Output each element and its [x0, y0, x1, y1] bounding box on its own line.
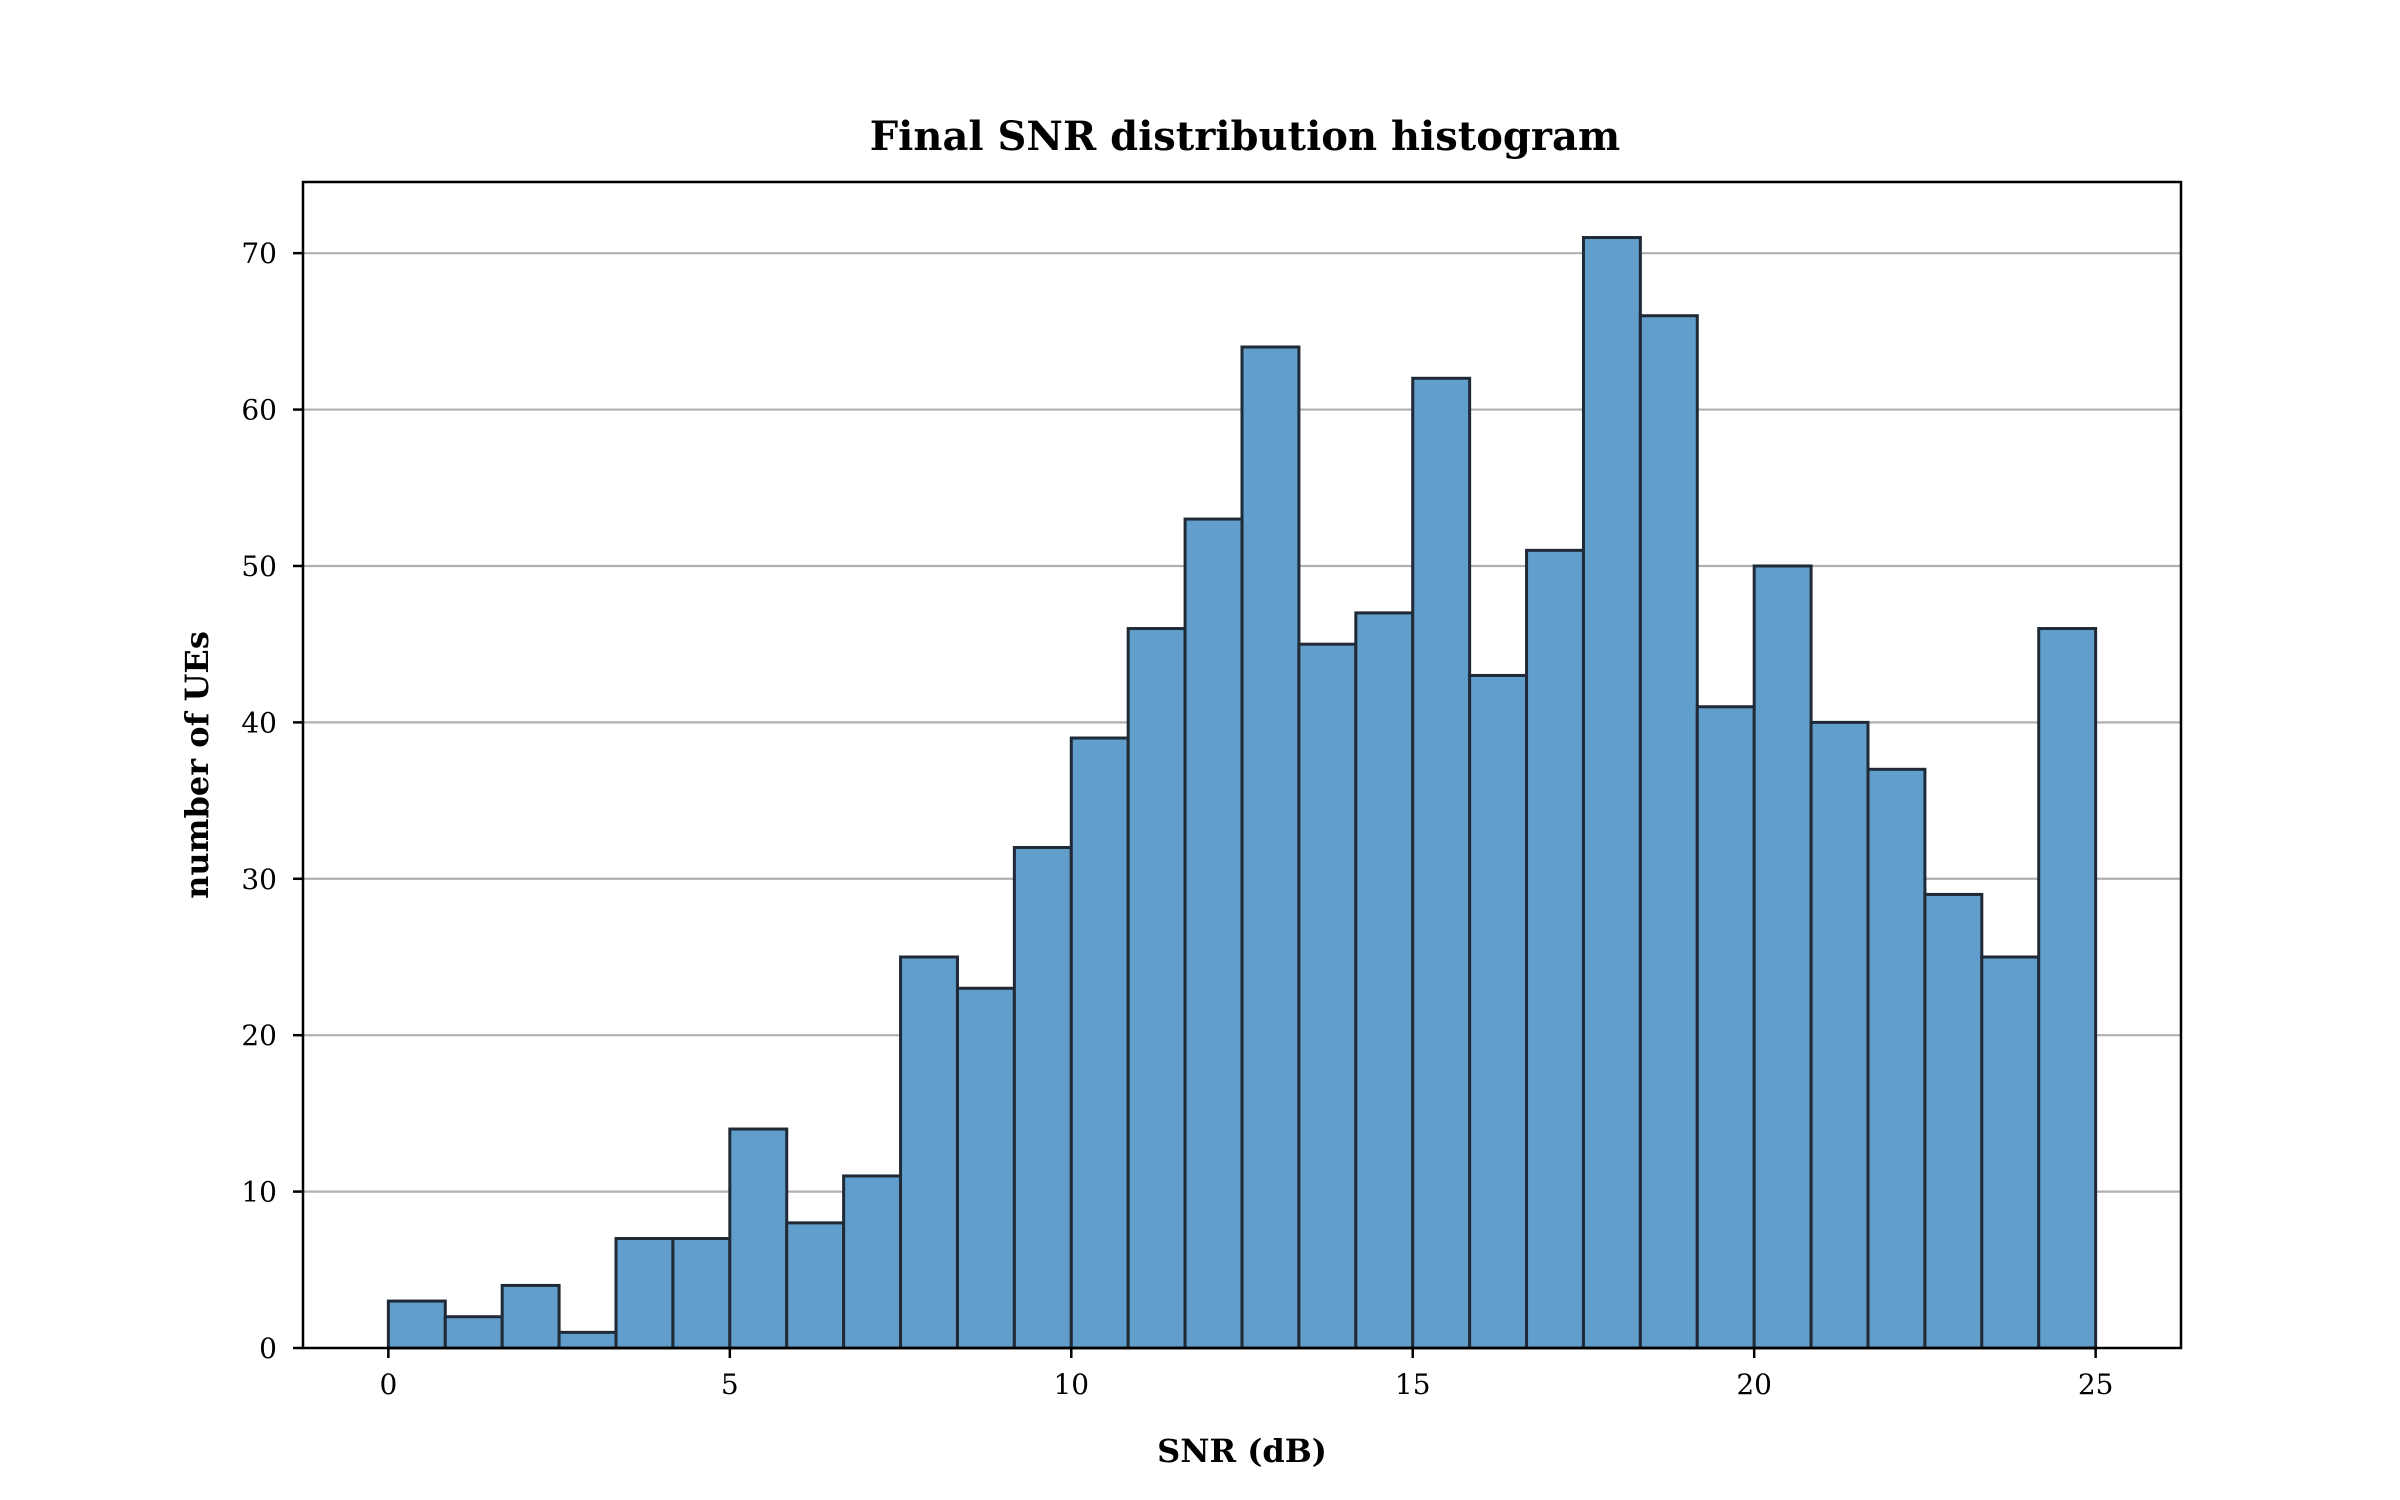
histogram-bar-28 [1980, 955, 2041, 1350]
histogram-bar-11 [1012, 846, 1073, 1350]
histogram-bar-15 [1240, 345, 1301, 1350]
y-tick-label-6: 60 [241, 394, 277, 427]
histogram-bar-24 [1752, 564, 1813, 1350]
y-tick-label-3: 30 [241, 863, 277, 896]
histogram-bar-0 [386, 1299, 447, 1350]
histogram-bar-13 [1126, 627, 1187, 1350]
histogram-bar-4 [614, 1237, 675, 1350]
histogram-bar-21 [1581, 236, 1642, 1350]
y-tick-label-1: 10 [241, 1176, 277, 1209]
y-tick-label-2: 20 [241, 1019, 277, 1052]
x-axis-ticks: 0 5 10 15 20 25 [379, 1348, 2113, 1401]
histogram-bar-26 [1866, 767, 1927, 1350]
x-tick-label-1: 5 [721, 1368, 739, 1401]
y-tick-label-5: 50 [241, 550, 277, 583]
histogram-bar-2 [500, 1283, 561, 1350]
histogram-bar-22 [1638, 314, 1699, 1350]
histogram-bar-10 [955, 986, 1016, 1350]
histogram-bar-1 [443, 1315, 504, 1350]
plot-frame [301, 180, 2183, 1350]
x-tick-label-4: 20 [1736, 1368, 1772, 1401]
histogram-bar-25 [1809, 720, 1870, 1350]
x-tick-label-3: 15 [1395, 1368, 1431, 1401]
y-tick-label-0: 0 [259, 1332, 277, 1365]
y-axis-ticks: 0 10 20 30 40 50 60 70 [241, 237, 303, 1365]
y-tick-label-7: 70 [241, 237, 277, 270]
chart-title: Final SNR distribution histogram [870, 113, 1620, 160]
histogram-bar-29 [2037, 627, 2098, 1350]
x-tick-label-5: 25 [2078, 1368, 2114, 1401]
histogram-bar-14 [1183, 517, 1244, 1350]
x-tick-label-0: 0 [379, 1368, 397, 1401]
histogram-bar-23 [1695, 705, 1756, 1350]
histogram-bar-17 [1354, 611, 1415, 1350]
x-axis-label: SNR (dB) [1157, 1432, 1327, 1470]
histogram-bar-18 [1411, 376, 1472, 1350]
histogram-bar-12 [1069, 736, 1130, 1350]
histogram-bar-3 [557, 1330, 618, 1350]
histogram-bar-16 [1297, 642, 1358, 1350]
histogram-bar-19 [1468, 673, 1529, 1350]
y-axis-label: number of UEs [178, 631, 216, 899]
histogram-bar-27 [1923, 892, 1984, 1350]
histogram-bar-9 [899, 955, 959, 1350]
histogram-bar-7 [785, 1221, 846, 1350]
histogram-bar-5 [671, 1237, 732, 1350]
histogram-bars [386, 236, 2098, 1350]
histogram-bar-8 [842, 1174, 903, 1350]
histogram-bar-20 [1525, 548, 1585, 1350]
histogram-bar-6 [728, 1127, 789, 1350]
x-tick-label-2: 10 [1053, 1368, 1089, 1401]
y-tick-label-4: 40 [241, 706, 277, 739]
